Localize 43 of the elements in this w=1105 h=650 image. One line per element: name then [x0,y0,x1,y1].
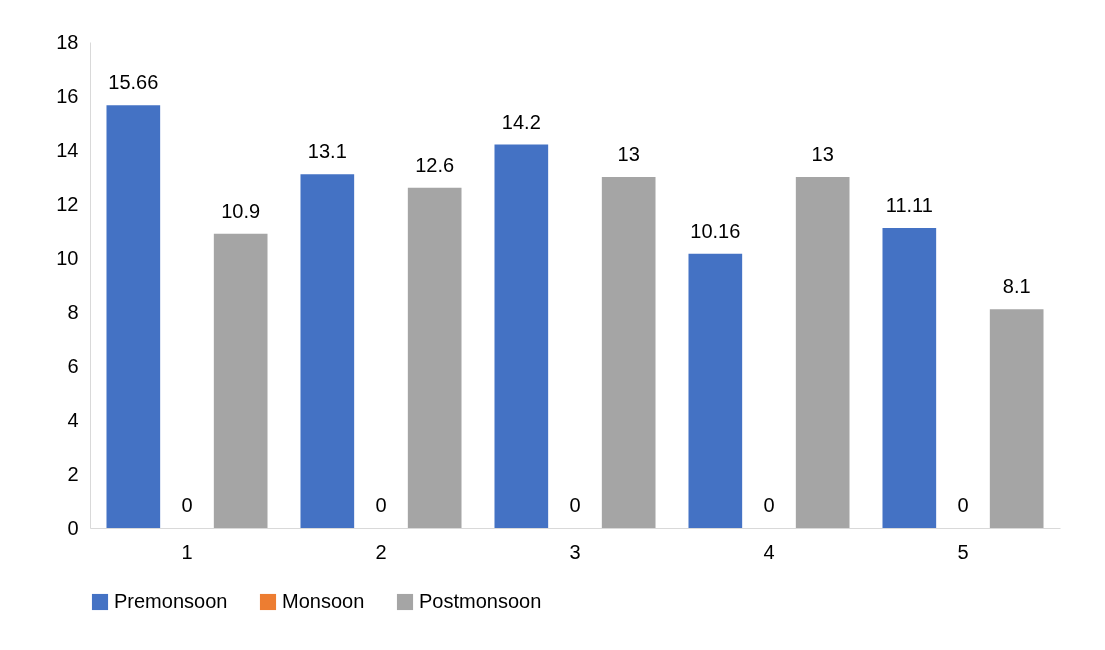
bar [688,253,743,528]
data-label: 11.11 [885,194,933,217]
y-tick-label: 12 [56,192,79,215]
data-label: 8.1 [1002,275,1031,298]
y-tick-label: 2 [67,462,79,485]
x-tick-label: 2 [375,540,387,563]
bar [300,174,355,528]
bar [407,187,462,528]
data-label: 0 [181,494,193,516]
bar [795,177,850,528]
bar [989,309,1044,528]
x-tick-label: 5 [957,540,969,563]
legend-label: Postmonsoon [419,590,542,612]
x-tick-label: 4 [763,540,775,563]
y-tick-label: 0 [67,516,79,539]
bar [213,233,268,528]
bar [106,105,161,528]
data-label: 0 [569,494,581,516]
y-tick-label: 4 [67,408,79,431]
y-tick-label: 18 [56,30,79,53]
x-tick-label: 1 [181,540,193,563]
bar [882,228,937,528]
y-tick-label: 14 [56,138,79,161]
x-tick-label: 3 [569,540,581,563]
data-label: 10.16 [690,219,741,242]
data-label: 13.1 [307,140,347,163]
data-label: 15.66 [108,71,159,94]
data-label: 0 [763,494,775,516]
y-tick-label: 16 [56,84,79,107]
data-label: 12.6 [415,153,455,176]
data-label: 0 [375,494,387,516]
data-label: 0 [957,494,969,516]
y-tick-label: 10 [56,246,79,269]
data-label: 10.9 [221,199,261,222]
data-label: 13 [617,143,640,165]
legend-label: Premonsoon [114,590,228,612]
y-tick-label: 6 [67,354,79,377]
bar [601,177,656,528]
data-label: 14.2 [501,110,541,133]
legend-label: Monsoon [282,590,365,612]
data-label: 13 [811,143,834,165]
y-tick-label: 8 [67,300,79,323]
bar [494,144,549,528]
